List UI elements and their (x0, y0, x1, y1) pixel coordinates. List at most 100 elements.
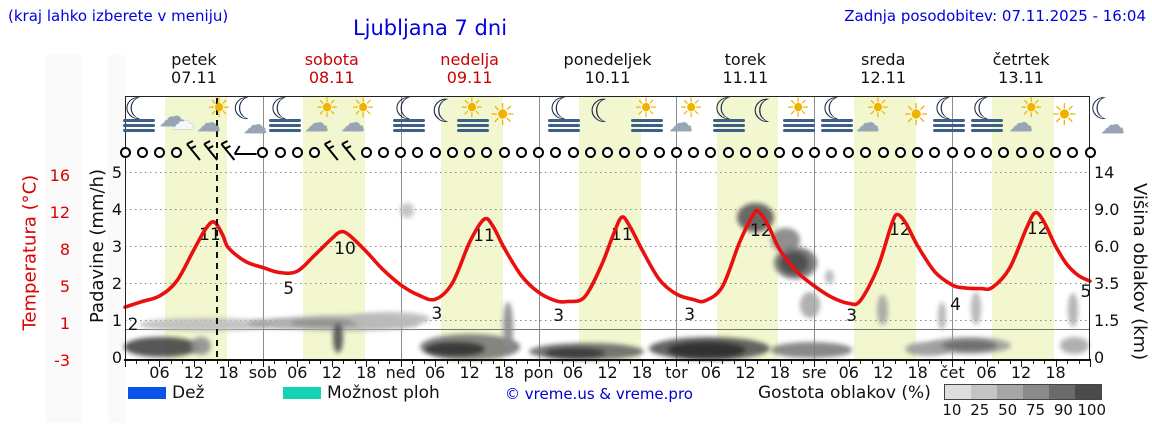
temp-value-label: 11 (611, 224, 633, 245)
x-tick-label: 12 (597, 363, 618, 382)
x-tick-label: 18 (769, 363, 790, 382)
weather-icon-moon-fog: ☾ (819, 95, 857, 141)
x-tick (779, 360, 781, 367)
x-tick (1044, 360, 1046, 364)
cloud-cover-symbol (533, 146, 545, 158)
legend-rain-label: Dež (172, 383, 205, 403)
cloud-height-tick-label: 3.5 (1094, 274, 1120, 293)
x-tick (262, 360, 264, 367)
fog-lines (712, 124, 745, 127)
cloud-density-ticks: 10 25 50 75 90 100 (938, 401, 1106, 419)
x-tick (228, 360, 230, 367)
cloud-cover-symbol (860, 146, 872, 158)
x-tick-label: 12 (735, 363, 756, 382)
x-day-label: sob (248, 363, 277, 382)
x-tick (998, 360, 1000, 364)
x-tick (285, 360, 287, 364)
x-tick-label: 18 (356, 363, 377, 382)
precip-tick-label: 0 (111, 348, 122, 367)
x-tick (400, 360, 402, 367)
reference-line (125, 329, 1090, 330)
cloud-blob (332, 323, 344, 354)
cloud-cover-symbol (1067, 146, 1079, 158)
x-tick (170, 360, 172, 364)
x-tick (446, 360, 448, 364)
cloud-blob (424, 341, 485, 356)
x-tick (825, 360, 827, 364)
now-line (215, 98, 218, 360)
day-header-name: petek (171, 50, 217, 69)
cloud-blob (123, 336, 199, 358)
cloud-cover-symbol (515, 146, 527, 158)
x-tick (756, 360, 758, 364)
gridline (125, 209, 1090, 210)
cloud-density-scale (944, 384, 1102, 400)
copyright-link[interactable]: © vreme.us & vreme.pro (505, 385, 693, 403)
cloud-density-swatch (1023, 385, 1049, 399)
weather-icon-moon-cloud: ☾ ☁ (232, 92, 268, 139)
cloud-height-tick-label: 1.5 (1094, 311, 1120, 330)
cloud-height-tick-label: 6.0 (1094, 237, 1120, 256)
temp-value-label: 3 (431, 304, 443, 325)
fog-lines (782, 129, 815, 132)
cloud-cover-symbol (257, 146, 269, 158)
x-day-label: tor (665, 363, 688, 382)
cloud-density-tick: 100 (1077, 401, 1107, 419)
temp-value-label: 2 (127, 315, 139, 336)
fog-lines (392, 124, 425, 127)
cloud-cover-symbol (705, 146, 717, 158)
x-tick (515, 360, 517, 364)
gridline (125, 172, 1090, 173)
fog-lines (712, 119, 745, 122)
cloud-blob (138, 317, 271, 332)
day-header-date: 11.11 (722, 68, 769, 87)
cloud-cover-symbol (498, 146, 510, 158)
weather-icon-moon: ☾ (588, 92, 618, 130)
temp-value-label: 11 (473, 226, 495, 246)
cloud-cover-symbol (826, 146, 838, 158)
cloud-cover-symbol (119, 146, 131, 158)
cloud-density-swatch (1075, 385, 1101, 399)
x-tick (159, 360, 161, 367)
cloud-cover-symbol (309, 146, 321, 158)
gridline (125, 283, 1090, 284)
weather-icon-moon-fog: ☾ (969, 95, 1007, 141)
temp-tick-label: 8 (59, 240, 70, 259)
x-tick (906, 360, 908, 364)
cloud-cover-symbol (774, 146, 786, 158)
x-tick (963, 360, 965, 364)
cloud-blob (825, 270, 835, 285)
temp-value-label: 5 (283, 278, 295, 299)
x-tick (883, 360, 885, 367)
cloud-cover-symbol (446, 146, 458, 158)
x-tick (354, 360, 356, 364)
cloud-density-tick: 10 (942, 401, 962, 419)
margin-strip-left (45, 55, 81, 423)
cloud-cover-symbol (1015, 146, 1027, 158)
temp-tick-label: 1 (59, 314, 70, 333)
temp-tick-label: -3 (54, 351, 70, 370)
x-tick (975, 360, 977, 364)
x-tick (136, 360, 138, 364)
legend-showers-swatch (283, 387, 321, 399)
temp-value-label: 12 (1026, 218, 1049, 239)
weather-icon-moon-fog: ☾ (391, 95, 429, 141)
x-tick (1067, 360, 1069, 364)
fog-lines (630, 119, 663, 122)
x-tick (435, 360, 437, 367)
cloud-density-swatch (971, 385, 997, 399)
x-tick-label: 18 (907, 363, 928, 382)
x-tick (412, 360, 414, 364)
fog-lines (782, 124, 815, 127)
cloud-cover-symbol (412, 146, 424, 158)
fog-lines (392, 129, 425, 132)
x-tick-label: 18 (218, 363, 239, 382)
cloud-blob (1067, 293, 1078, 327)
fog-lines (970, 129, 1003, 132)
x-tick (986, 360, 988, 367)
legend-showers-label: Možnost ploh (327, 383, 440, 403)
cloud-blob (970, 291, 981, 325)
cloud-cover-symbol (722, 146, 734, 158)
x-tick (676, 360, 678, 367)
